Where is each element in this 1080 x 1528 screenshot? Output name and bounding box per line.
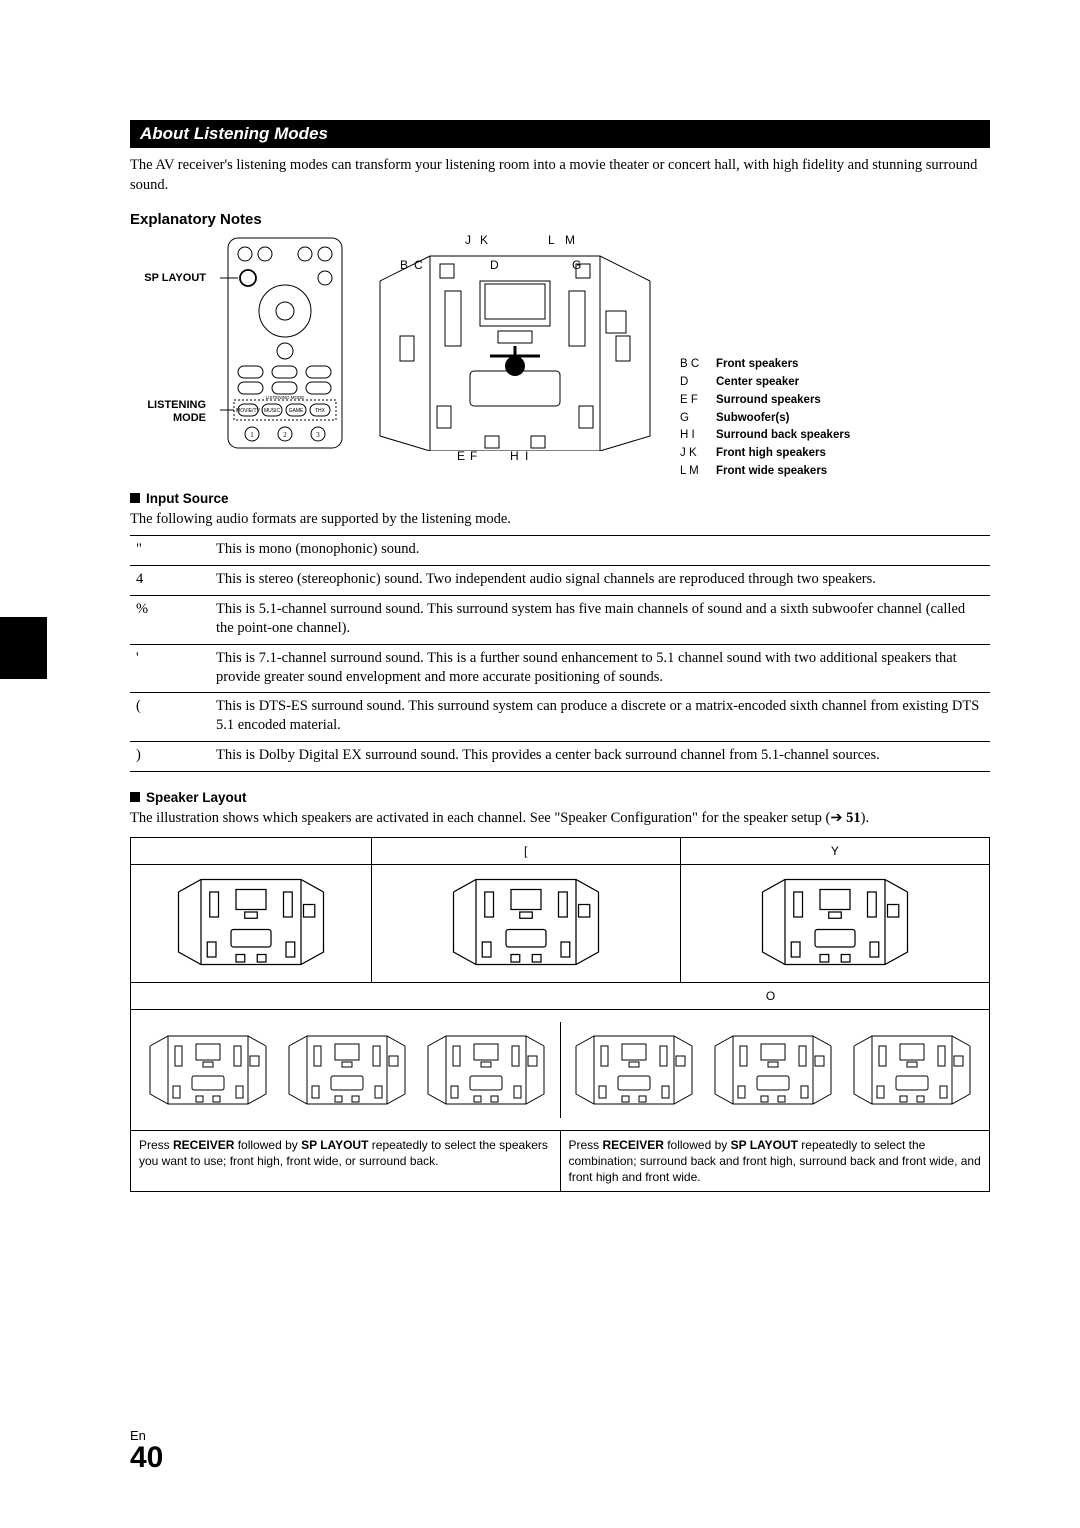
svg-text:1: 1 bbox=[250, 431, 254, 439]
svg-text:GAME: GAME bbox=[289, 408, 304, 414]
src-key: ' bbox=[130, 644, 210, 693]
src-key: ) bbox=[130, 742, 210, 772]
svg-text:3: 3 bbox=[316, 431, 320, 439]
layout-cell bbox=[371, 864, 680, 982]
src-desc: This is stereo (stereophonic) sound. Two… bbox=[210, 566, 990, 596]
input-source-table: "This is mono (monophonic) sound. 4This … bbox=[130, 535, 990, 772]
layout-hdr-mid: O bbox=[131, 982, 990, 1009]
layout-hdr bbox=[131, 837, 372, 864]
src-desc: This is Dolby Digital EX surround sound.… bbox=[210, 742, 990, 772]
speaker-legend: B CFront speakers DCenter speaker E FSur… bbox=[680, 236, 990, 481]
room-thumb-icon bbox=[426, 1032, 546, 1108]
room-thumb-icon bbox=[574, 1032, 694, 1108]
legend-label: Subwoofer(s) bbox=[716, 412, 789, 424]
room-label-B: B bbox=[400, 258, 408, 272]
table-row: %This is 5.1-channel surround sound. Thi… bbox=[130, 596, 990, 645]
speaker-layout-heading: Speaker Layout bbox=[130, 790, 990, 805]
room-thumb-icon bbox=[755, 877, 915, 967]
room-diagram: J K L M B C D G E F H I bbox=[370, 236, 660, 451]
src-desc: This is DTS-ES surround sound. This surr… bbox=[210, 693, 990, 742]
src-desc: This is 5.1-channel surround sound. This… bbox=[210, 596, 990, 645]
room-thumb-icon bbox=[148, 1032, 268, 1108]
footer-page: 40 bbox=[130, 1443, 163, 1473]
explanatory-heading: Explanatory Notes bbox=[130, 211, 990, 228]
legend-code: G bbox=[680, 410, 716, 428]
listening-label-2: MODE bbox=[120, 412, 206, 424]
layout-hdr: [ bbox=[371, 837, 680, 864]
section-title: About Listening Modes bbox=[130, 120, 990, 148]
room-label-K: K bbox=[480, 233, 488, 247]
side-tab bbox=[0, 617, 47, 679]
speaker-layout-intro: The illustration shows which speakers ar… bbox=[130, 809, 990, 829]
legend-code: L M bbox=[680, 463, 716, 481]
src-key: 4 bbox=[130, 566, 210, 596]
table-row: 4This is stereo (stereophonic) sound. Tw… bbox=[130, 566, 990, 596]
room-thumb-icon bbox=[287, 1032, 407, 1108]
room-label-I: I bbox=[525, 449, 528, 463]
legend-label: Surround speakers bbox=[716, 394, 821, 406]
layout-cell bbox=[131, 864, 372, 982]
room-label-D: D bbox=[490, 258, 499, 272]
room-label-G: G bbox=[572, 258, 581, 272]
remote-icon: LISTENING MODE MOVIE/TV MUSIC GAME THX 1… bbox=[220, 236, 350, 451]
src-desc: This is 7.1-channel surround sound. This… bbox=[210, 644, 990, 693]
legend-code: H I bbox=[680, 427, 716, 445]
table-row: )This is Dolby Digital EX surround sound… bbox=[130, 742, 990, 772]
src-key: " bbox=[130, 536, 210, 566]
legend-code: B C bbox=[680, 356, 716, 374]
note-left: Press RECEIVER followed by SP LAYOUT rep… bbox=[131, 1131, 561, 1192]
room-label-C: C bbox=[414, 258, 423, 272]
input-source-heading: Input Source bbox=[130, 491, 990, 506]
layout-notes: Press RECEIVER followed by SP LAYOUT rep… bbox=[131, 1130, 990, 1192]
layout-row bbox=[131, 1009, 990, 1130]
src-desc: This is mono (monophonic) sound. bbox=[210, 536, 990, 566]
diagram-row: LISTENING MODE MOVIE/TV MUSIC GAME THX 1… bbox=[130, 236, 990, 481]
sp-layout-label: SP LAYOUT bbox=[120, 272, 206, 284]
src-key: % bbox=[130, 596, 210, 645]
remote-diagram: LISTENING MODE MOVIE/TV MUSIC GAME THX 1… bbox=[130, 236, 350, 451]
legend-label: Front high speakers bbox=[716, 447, 826, 459]
room-label-H: H bbox=[510, 449, 519, 463]
legend-label: Front wide speakers bbox=[716, 465, 827, 477]
room-thumb-icon bbox=[446, 877, 606, 967]
table-row: (This is DTS-ES surround sound. This sur… bbox=[130, 693, 990, 742]
src-key: ( bbox=[130, 693, 210, 742]
svg-text:2: 2 bbox=[283, 431, 287, 439]
room-label-L: L bbox=[548, 233, 555, 247]
legend-code: E F bbox=[680, 392, 716, 410]
room-thumb-icon bbox=[713, 1032, 833, 1108]
room-label-M: M bbox=[565, 233, 575, 247]
speaker-layout-table: [ Y O bbox=[130, 837, 990, 1193]
note-right: Press RECEIVER followed by SP LAYOUT rep… bbox=[561, 1131, 990, 1192]
svg-text:MOVIE/TV: MOVIE/TV bbox=[236, 408, 261, 414]
layout-hdr: Y bbox=[680, 837, 989, 864]
room-thumb-icon bbox=[852, 1032, 972, 1108]
room-label-J: J bbox=[465, 233, 471, 247]
page-footer: En 40 bbox=[130, 1428, 163, 1473]
room-label-F: F bbox=[470, 449, 477, 463]
input-source-intro: The following audio formats are supporte… bbox=[130, 510, 990, 530]
legend-label: Front speakers bbox=[716, 358, 798, 370]
intro-text: The AV receiver's listening modes can tr… bbox=[130, 156, 990, 195]
room-label-E: E bbox=[457, 449, 465, 463]
table-row: 'This is 7.1-channel surround sound. Thi… bbox=[130, 644, 990, 693]
table-row: "This is mono (monophonic) sound. bbox=[130, 536, 990, 566]
legend-code: D bbox=[680, 374, 716, 392]
room-thumb-icon bbox=[171, 877, 331, 967]
svg-text:THX: THX bbox=[315, 408, 326, 414]
legend-code: J K bbox=[680, 445, 716, 463]
svg-text:LISTENING MODE: LISTENING MODE bbox=[266, 395, 305, 400]
svg-text:MUSIC: MUSIC bbox=[264, 408, 281, 414]
layout-cell bbox=[680, 864, 989, 982]
legend-label: Center speaker bbox=[716, 376, 799, 388]
legend-label: Surround back speakers bbox=[716, 429, 850, 441]
listening-label-1: LISTENING bbox=[120, 399, 206, 411]
